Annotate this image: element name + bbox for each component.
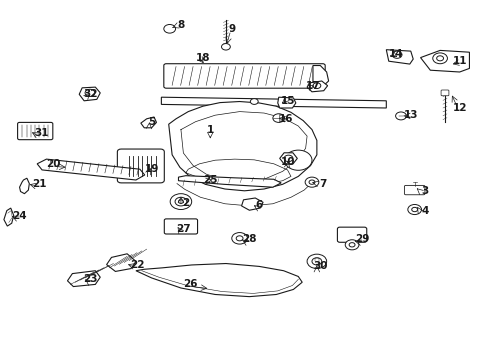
Circle shape (272, 114, 284, 122)
Polygon shape (106, 254, 136, 271)
Text: 14: 14 (388, 49, 403, 59)
Circle shape (175, 197, 186, 206)
Polygon shape (277, 97, 295, 108)
Text: 17: 17 (305, 81, 320, 91)
Text: 19: 19 (144, 164, 159, 174)
Polygon shape (386, 50, 412, 64)
Polygon shape (306, 81, 327, 92)
Text: 4: 4 (421, 206, 428, 216)
Circle shape (306, 254, 326, 269)
Circle shape (178, 200, 183, 203)
FancyBboxPatch shape (164, 219, 197, 234)
FancyBboxPatch shape (18, 122, 53, 140)
Text: 29: 29 (354, 234, 368, 244)
Text: 23: 23 (83, 274, 98, 284)
Circle shape (236, 236, 243, 241)
Text: 25: 25 (203, 175, 217, 185)
Text: 7: 7 (318, 179, 326, 189)
Circle shape (250, 99, 258, 104)
Text: 13: 13 (403, 110, 417, 120)
Text: 28: 28 (242, 234, 256, 244)
Circle shape (407, 204, 421, 215)
Circle shape (345, 240, 358, 250)
FancyBboxPatch shape (117, 149, 164, 183)
Text: 27: 27 (176, 224, 190, 234)
FancyBboxPatch shape (337, 227, 366, 242)
Polygon shape (20, 178, 29, 194)
Circle shape (284, 150, 311, 170)
Polygon shape (241, 198, 263, 210)
FancyBboxPatch shape (163, 64, 325, 88)
Text: 1: 1 (206, 125, 213, 135)
Circle shape (411, 207, 417, 212)
Text: 20: 20 (46, 159, 61, 169)
Polygon shape (178, 176, 281, 187)
Circle shape (284, 155, 292, 162)
Text: 30: 30 (312, 261, 327, 271)
Polygon shape (141, 117, 156, 128)
Text: 15: 15 (281, 96, 295, 106)
Text: 12: 12 (451, 103, 466, 113)
Polygon shape (161, 97, 386, 108)
Text: 2: 2 (182, 198, 189, 208)
Polygon shape (37, 159, 144, 180)
Text: 18: 18 (195, 53, 210, 63)
Polygon shape (79, 87, 100, 101)
Circle shape (432, 53, 447, 64)
Text: 31: 31 (34, 128, 49, 138)
Circle shape (221, 44, 230, 50)
Circle shape (163, 24, 175, 33)
FancyBboxPatch shape (404, 185, 424, 195)
Circle shape (308, 180, 314, 184)
Text: 32: 32 (83, 89, 98, 99)
Circle shape (395, 112, 406, 120)
Text: 3: 3 (421, 186, 428, 196)
Circle shape (312, 83, 320, 89)
Circle shape (170, 194, 191, 210)
Polygon shape (136, 264, 302, 297)
Circle shape (311, 258, 321, 265)
Text: 9: 9 (228, 24, 235, 34)
Circle shape (85, 89, 95, 96)
Text: 11: 11 (451, 56, 466, 66)
Text: 22: 22 (129, 260, 144, 270)
FancyBboxPatch shape (440, 90, 448, 96)
Circle shape (231, 233, 247, 244)
Polygon shape (420, 50, 468, 72)
Text: 5: 5 (148, 117, 155, 127)
Circle shape (348, 243, 354, 247)
Text: 10: 10 (281, 157, 295, 167)
Circle shape (305, 177, 318, 187)
Polygon shape (4, 208, 14, 226)
Circle shape (391, 51, 401, 58)
Text: 6: 6 (255, 200, 262, 210)
Text: 26: 26 (183, 279, 198, 289)
Circle shape (436, 56, 443, 61)
Text: 21: 21 (32, 179, 46, 189)
Polygon shape (67, 271, 100, 287)
Polygon shape (312, 66, 328, 86)
Text: 8: 8 (177, 20, 184, 30)
Polygon shape (279, 153, 297, 164)
Text: 24: 24 (12, 211, 27, 221)
Polygon shape (168, 102, 316, 191)
Text: 16: 16 (278, 114, 293, 124)
